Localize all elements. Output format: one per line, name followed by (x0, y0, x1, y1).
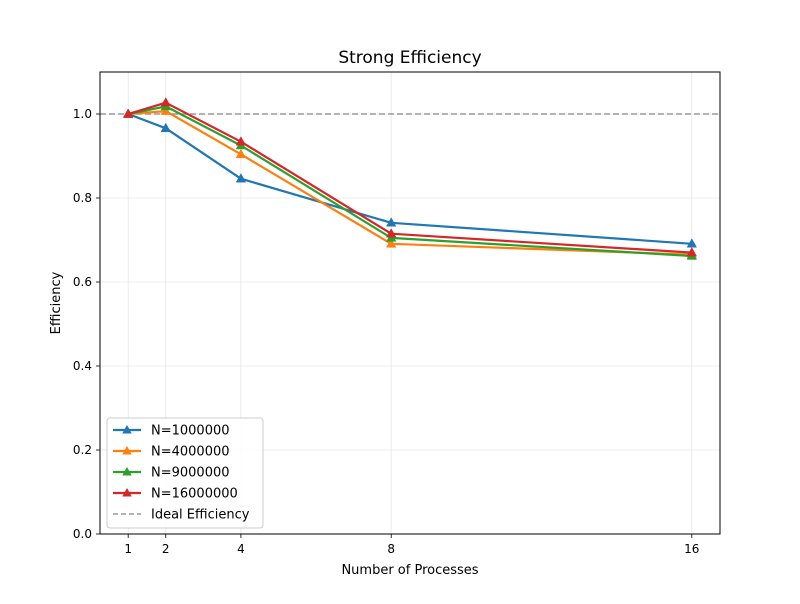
legend-entry: N=16000000 (113, 487, 238, 502)
legend-label: N=16000000 (151, 487, 238, 502)
legend: N=1000000 N=4000000 N=9000000 N=16000000 Ide… (106, 417, 264, 529)
plot-area-frame (99, 71, 721, 535)
y-tick-label: 0.0 (73, 527, 92, 541)
data-point (160, 105, 171, 115)
x-axis-label: Number of Processes (341, 563, 478, 578)
data-point (235, 136, 247, 146)
legend-entry: Ideal Efficiency (113, 508, 250, 523)
legend-swatch-marker (122, 467, 132, 476)
data-point (123, 108, 134, 118)
legend-entry: N=9000000 (113, 466, 230, 481)
series-N=16000000 (123, 97, 697, 257)
x-tick-label: 2 (162, 542, 170, 556)
legend-swatch-marker (122, 488, 132, 497)
x-tick-label: 1 (124, 542, 132, 556)
y-axis-label: Efficiency (49, 271, 64, 334)
data-point (386, 238, 397, 248)
legend-label: N=1000000 (151, 424, 230, 439)
data-point (160, 122, 171, 133)
legend-box (106, 417, 264, 529)
y-tick-label: 0.6 (73, 275, 92, 289)
series-layer (123, 97, 697, 260)
data-point (386, 228, 397, 238)
legend-label: N=9000000 (151, 466, 230, 481)
legend-swatch-marker (122, 425, 132, 434)
legend-label: N=4000000 (151, 445, 230, 460)
y-tick-label: 0.2 (73, 443, 92, 457)
data-point (235, 173, 247, 183)
legend-entry: N=1000000 (113, 424, 230, 439)
x-axis-ticks: 1 2 4 8 16 (124, 534, 699, 556)
y-tick-label: 1.0 (73, 107, 92, 121)
chart-title: Strong Efficiency (338, 48, 481, 68)
legend-entry: N=4000000 (113, 445, 230, 460)
legend-label: Ideal Efficiency (151, 508, 250, 523)
x-tick-label: 8 (387, 542, 395, 556)
data-point (160, 97, 171, 107)
y-tick-label: 0.8 (73, 191, 92, 205)
x-tick-label: 16 (684, 542, 699, 556)
y-axis-ticks: 0.0 0.2 0.4 0.6 0.8 1.0 (73, 107, 100, 541)
legend-swatch-marker (122, 446, 132, 455)
y-tick-label: 0.4 (73, 359, 92, 373)
data-point (235, 148, 247, 159)
data-point (686, 247, 697, 257)
data-point (386, 217, 397, 227)
x-tick-label: 4 (237, 542, 245, 556)
